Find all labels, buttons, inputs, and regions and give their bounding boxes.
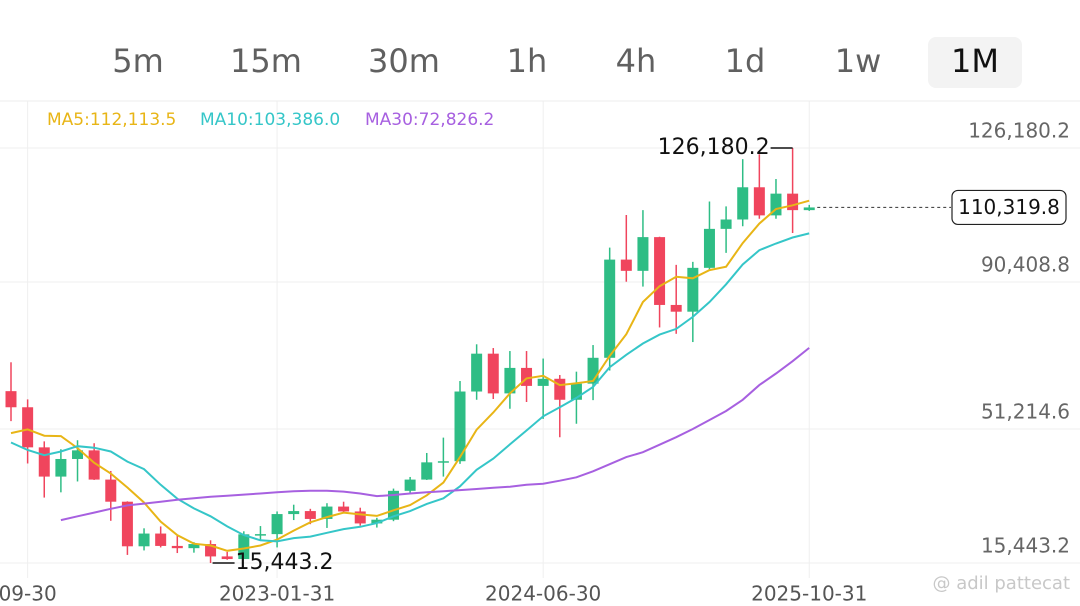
y-tick-label: 51,214.6 — [981, 399, 1070, 423]
ma-legend: MA30:72,826.2 — [365, 110, 494, 130]
timeframe-tab[interactable]: 1d — [725, 42, 766, 80]
candle-body — [454, 391, 466, 462]
x-tick-label: 09-30 — [0, 582, 57, 606]
candle-body — [121, 501, 133, 547]
candle-body — [537, 378, 549, 386]
candle-body — [720, 219, 732, 229]
candle-body — [703, 228, 715, 268]
candle-body — [188, 544, 200, 549]
candle-body — [371, 519, 383, 524]
candle-body — [105, 479, 117, 502]
tab-selected-bg — [928, 37, 1022, 88]
candle-body — [421, 462, 433, 480]
candle-body — [338, 506, 350, 512]
candle-body — [321, 506, 333, 519]
watermark: @ adil pattecat — [932, 573, 1070, 594]
timeframe-tab[interactable]: 1h — [507, 42, 548, 80]
x-tick-label: 2025-10-31 — [751, 582, 867, 606]
timeframe-tab[interactable]: 1w — [835, 42, 882, 80]
moving-average-line — [10, 232, 810, 543]
moving-average-line — [10, 199, 810, 552]
candle-body — [72, 450, 84, 459]
x-tick-label: 2023-01-31 — [219, 582, 335, 606]
timeframe-tab[interactable]: 15m — [230, 42, 302, 80]
candle-body — [487, 353, 499, 394]
candle-body — [770, 193, 782, 216]
candle-body — [670, 304, 682, 312]
timeframe-tab[interactable]: 5m — [112, 42, 164, 80]
candle-body — [254, 534, 266, 536]
ma-legend: MA5:112,113.5 — [47, 110, 176, 130]
x-tick-label: 2024-06-30 — [485, 582, 601, 606]
candle-body — [155, 533, 167, 546]
timeframe-tab[interactable]: 4h — [616, 42, 657, 80]
candle-body — [521, 367, 533, 386]
candle-body — [22, 407, 34, 448]
candle-body — [221, 556, 233, 560]
candle-body — [138, 533, 150, 547]
candle-body — [753, 187, 765, 216]
candle-body — [504, 367, 516, 394]
max-label: 126,180.2 — [658, 135, 770, 160]
timeframe-tab[interactable]: 30m — [368, 42, 440, 80]
min-label: 15,443.2 — [236, 550, 334, 575]
ma-legend: MA10:103,386.0 — [200, 110, 340, 130]
candle-body — [5, 391, 17, 408]
candle-body — [437, 461, 449, 463]
candle-body — [620, 259, 632, 271]
last-price-box — [951, 189, 1067, 226]
candle-body — [88, 450, 100, 480]
y-tick-label: 90,408.8 — [981, 253, 1070, 277]
candle-body — [803, 207, 815, 211]
candle-body — [687, 267, 699, 312]
candle-body — [604, 259, 616, 358]
candle-body — [304, 511, 316, 519]
candle-body — [38, 447, 50, 477]
candle-body — [387, 490, 399, 520]
candle-body — [55, 458, 67, 477]
candle-body — [205, 544, 217, 557]
candle-body — [637, 237, 649, 271]
y-tick-label: 126,180.2 — [968, 118, 1070, 142]
candle-body — [354, 511, 366, 524]
candle-body — [654, 237, 666, 305]
candle-body — [554, 378, 566, 400]
timeframe-tab[interactable]: 1M — [951, 42, 999, 80]
candle-body — [471, 353, 483, 392]
candle-body — [288, 511, 300, 515]
candle-body — [404, 479, 416, 491]
candle-body — [271, 514, 283, 535]
moving-average-line — [60, 347, 810, 522]
candle-body — [787, 193, 799, 211]
candle-body — [737, 187, 749, 220]
y-tick-label: 15,443.2 — [981, 534, 1070, 558]
candle-body — [587, 357, 599, 384]
candle-body — [238, 534, 250, 560]
last-price-label: 110,319.8 — [958, 195, 1060, 219]
candle-body — [171, 545, 183, 549]
candle-body — [570, 383, 582, 400]
